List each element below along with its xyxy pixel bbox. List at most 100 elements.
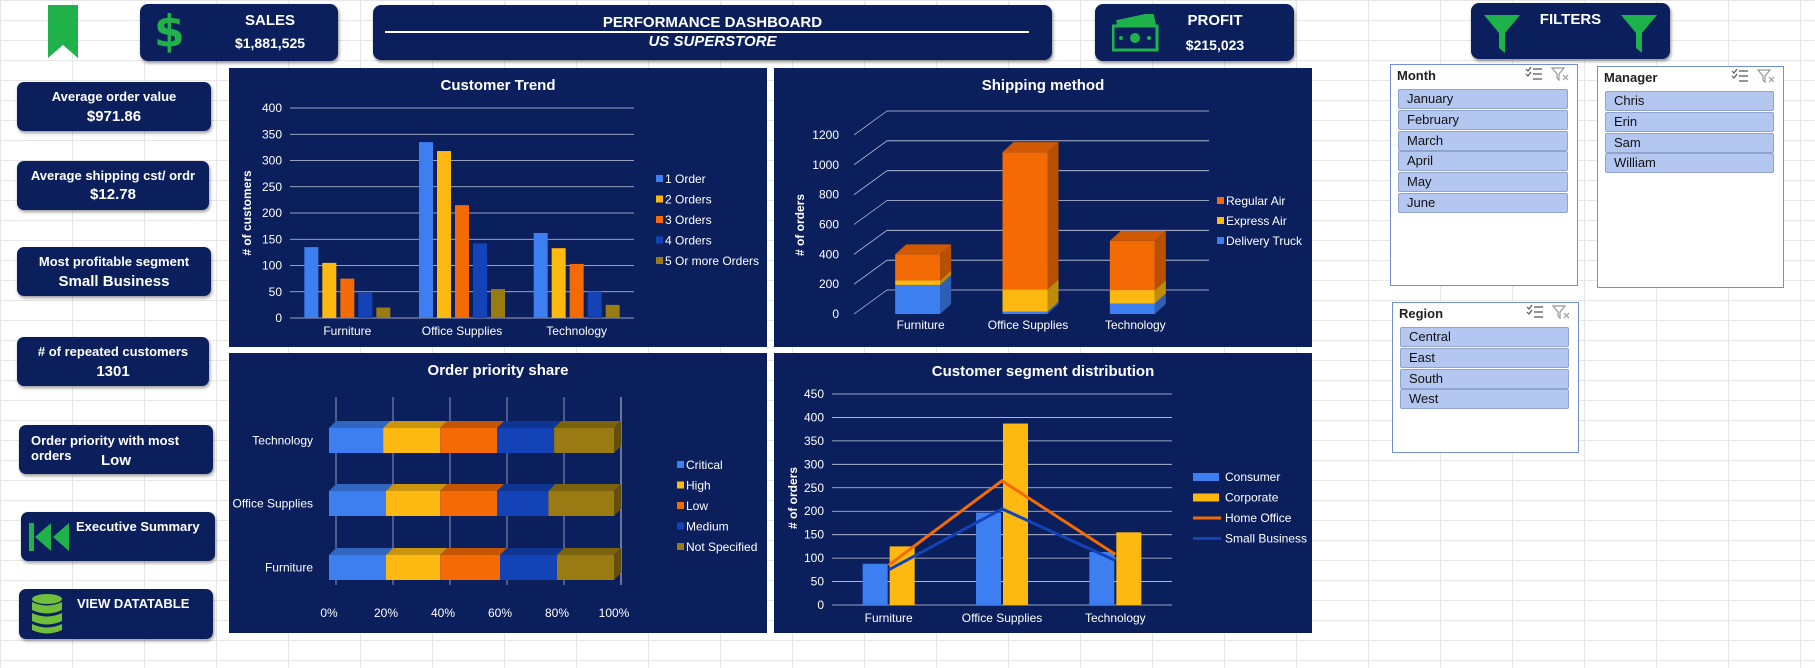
customer-trend-chart: Customer Trend # of customers 0 50 100 150 200… — [240, 77, 759, 338]
slicer-item-june[interactable]: June — [1398, 193, 1568, 213]
month-slicer: Month January February March April May June — [1390, 64, 1578, 286]
clear-filter-icon[interactable] — [1552, 305, 1570, 319]
slicer-item-central[interactable]: Central — [1400, 327, 1569, 347]
legend-label-consumer: Consumer — [1225, 470, 1280, 484]
clear-filter-icon[interactable] — [1551, 67, 1569, 81]
y-tick-label: 200 — [262, 206, 282, 220]
legend-label-1-order: 1 Order — [665, 172, 706, 186]
legend-label-critical: Critical — [686, 458, 723, 472]
bar-furniture-4-orders — [358, 292, 373, 318]
bar-technology-medium — [497, 428, 555, 453]
title-underline — [385, 31, 1029, 33]
bar-top-technology-critical — [329, 421, 391, 428]
bar-technology-2-orders — [551, 248, 566, 318]
y-tick-label: 0 — [817, 598, 824, 612]
clear-filter-icon[interactable] — [1757, 69, 1775, 83]
legend-marker-4-orders — [656, 236, 663, 244]
legend-marker-3-orders — [656, 216, 663, 223]
slicer-item-south[interactable]: South — [1400, 368, 1569, 389]
slicer-item-march[interactable]: March — [1398, 130, 1568, 151]
sales-label: SALES — [244, 12, 295, 29]
y-axis-label: # of customers — [240, 170, 254, 256]
multi-select-icon[interactable] — [1526, 305, 1544, 319]
y-tick-label: 150 — [262, 232, 282, 246]
legend-marker-corporate — [1193, 493, 1219, 502]
slicer-item-william[interactable]: William — [1605, 153, 1774, 174]
bar-office-supplies-1-order — [419, 142, 433, 318]
bar-furniture-3-orders — [340, 278, 355, 318]
chart-title: Shipping method — [982, 77, 1104, 94]
slicer-item-erin[interactable]: Erin — [1605, 111, 1774, 132]
y-tick-label: 300 — [804, 457, 824, 471]
y-tick-label: 350 — [804, 434, 824, 448]
filter-icon[interactable] — [1621, 15, 1657, 58]
legend-marker-low — [677, 502, 684, 509]
slicer-item-january[interactable]: January — [1398, 89, 1568, 109]
slicer-item-february[interactable]: February — [1398, 109, 1568, 130]
kpi-average-shipping-cost: Average shipping cst/ ordr $12.78 — [17, 161, 209, 210]
kpi-average-order-value: Average order value $971.86 — [17, 82, 211, 131]
slicer-item-chris[interactable]: Chris — [1605, 91, 1774, 111]
dashboard-title-card: PERFORMANCE DASHBOARD US SUPERSTORE — [373, 5, 1052, 60]
legend-marker-regular-air — [1217, 197, 1224, 204]
bar-furniture-consumer — [862, 563, 888, 605]
view-datatable-button[interactable]: VIEW DATATABLE — [19, 589, 213, 639]
x-tick-label: Office Supplies — [422, 324, 503, 338]
chart-title: Customer segment distribution — [932, 363, 1155, 380]
bar-top-furniture-not-specified — [557, 548, 621, 555]
bar-technology-3-orders — [569, 263, 584, 318]
chart-title: Order priority share — [428, 362, 569, 379]
x-tick-label: Office Supplies — [988, 318, 1069, 332]
bar-top-office-supplies — [1002, 142, 1059, 153]
x-tick-label: Technology — [546, 324, 607, 338]
slicer-item-east[interactable]: East — [1400, 347, 1569, 368]
bookmark-icon[interactable] — [48, 5, 78, 58]
slicer-item-sam[interactable]: Sam — [1605, 132, 1774, 153]
bar-end-technology — [614, 421, 621, 453]
slicer-item-may[interactable]: May — [1398, 172, 1568, 193]
slicer-item-west[interactable]: West — [1400, 389, 1569, 410]
legend-marker-2-orders — [656, 195, 663, 203]
dashboard-subtitle: US SUPERSTORE — [648, 33, 777, 50]
line-home-office — [887, 478, 1117, 567]
y-tick-label: 350 — [262, 127, 282, 141]
dollar-icon: $ — [154, 6, 185, 57]
y-tick-label: 250 — [262, 180, 282, 194]
bar-side-furniture-regular-air — [940, 244, 952, 281]
bar-office-supplies-high — [386, 491, 441, 516]
bar-end-furniture — [614, 548, 621, 580]
bar-office-supplies-regular-air — [1002, 152, 1048, 290]
legend-marker-5-or-more-orders — [656, 257, 663, 264]
filter-icon[interactable] — [1484, 15, 1520, 58]
y-tick-label: 0 — [832, 307, 839, 321]
bar-technology-5-or-more-orders — [605, 304, 620, 318]
bar-side-technology-delivery-truck — [1154, 293, 1166, 314]
legend-marker-not-specified — [677, 543, 684, 550]
gridline-depth — [853, 259, 888, 285]
kpi-repeated-customers: # of repeated customers 1301 — [17, 337, 209, 386]
multi-select-icon[interactable] — [1731, 69, 1749, 83]
legend-label-small-business: Small Business — [1225, 532, 1307, 546]
profit-label: PROFIT — [1187, 12, 1243, 29]
slicer-item-april[interactable]: April — [1398, 151, 1568, 172]
y-tick-label: 50 — [811, 575, 825, 589]
y-axis-label: # of orders — [786, 467, 800, 529]
x-tick-label: Furniture — [897, 318, 945, 332]
bar-side-technology-regular-air — [1154, 230, 1166, 291]
shipping-method-chart: Shipping method # of orders 0 200 400 600 800 1… — [793, 77, 1303, 332]
bar-furniture-medium — [500, 555, 557, 580]
line-small-business — [887, 507, 1116, 572]
kpi-label: # of repeated customers — [37, 344, 189, 359]
legend-marker-express-air — [1217, 217, 1224, 224]
bar-technology-corporate — [1116, 532, 1142, 605]
sales-value: $1,881,525 — [234, 35, 306, 51]
order-priority-panel: Order priority share 0% 20% 40% 60% 80% 100% Te… — [229, 353, 767, 633]
y-tick-label: 200 — [804, 504, 824, 518]
executive-summary-button[interactable]: Executive Summary — [21, 512, 215, 561]
customer-segment-chart: Customer segment distribution # of orders… — [786, 363, 1307, 625]
slicer-icons — [1526, 305, 1570, 319]
bar-top-office-supplies-not-specified — [548, 484, 621, 491]
bar-side-office-supplies-regular-air — [1047, 142, 1059, 290]
x-tick-label: 60% — [488, 606, 512, 620]
multi-select-icon[interactable] — [1525, 67, 1543, 81]
